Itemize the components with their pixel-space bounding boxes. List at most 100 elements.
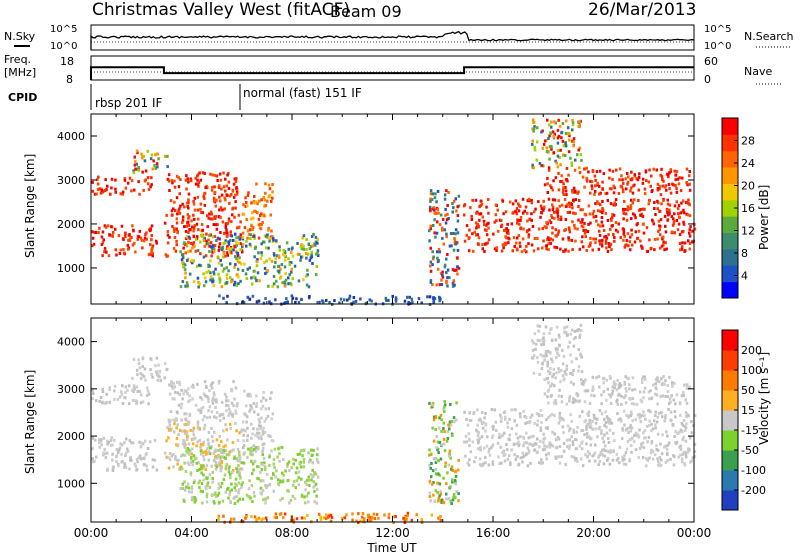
echo-cell xyxy=(216,255,220,259)
echo-cell xyxy=(271,183,274,186)
echo-cell xyxy=(136,237,139,241)
echo-cell xyxy=(556,437,559,441)
echo-cell xyxy=(666,390,670,394)
echo-cell xyxy=(251,453,254,457)
echo-cell xyxy=(438,426,441,430)
echo-cell xyxy=(557,217,560,221)
echo-cell xyxy=(515,207,519,211)
echo-cell xyxy=(539,439,542,443)
echo-cell xyxy=(206,481,210,485)
echo-cell xyxy=(169,452,172,455)
echo-cell xyxy=(210,254,213,258)
echo-cell xyxy=(128,439,131,443)
echo-cell xyxy=(274,475,277,479)
echo-cell xyxy=(504,417,507,421)
echo-cell xyxy=(300,247,304,251)
echo-cell xyxy=(307,451,310,455)
echo-cell xyxy=(682,419,686,422)
echo-cell xyxy=(287,257,290,261)
echo-cell xyxy=(191,463,195,467)
echo-cell xyxy=(653,201,656,204)
echo-cell xyxy=(679,211,683,215)
echo-cell xyxy=(126,181,130,185)
echo-cell xyxy=(680,394,684,398)
echo-cell xyxy=(650,396,654,400)
echo-cell xyxy=(143,439,147,443)
echo-cell xyxy=(598,229,601,233)
echo-cell xyxy=(155,356,159,360)
echo-cell xyxy=(576,153,579,157)
echo-cell xyxy=(168,189,171,192)
echo-cell xyxy=(484,242,487,246)
echo-cell xyxy=(203,244,206,248)
echo-cell xyxy=(272,462,275,466)
echo-cell xyxy=(688,170,691,173)
echo-cell xyxy=(315,501,318,505)
echo-cell xyxy=(295,297,298,301)
echo-cell xyxy=(154,364,157,368)
echo-cell xyxy=(571,139,574,143)
echo-cell xyxy=(201,501,204,505)
echo-cell xyxy=(113,389,116,393)
echo-cell xyxy=(429,452,433,456)
echo-cell xyxy=(241,481,244,485)
echo-cell xyxy=(577,124,580,128)
echo-cell xyxy=(233,486,236,490)
echo-cell xyxy=(502,246,505,250)
echo-cell xyxy=(541,448,545,452)
echo-cell xyxy=(583,167,586,171)
echo-cell xyxy=(221,269,225,273)
echo-cell xyxy=(509,461,512,465)
echo-cell xyxy=(548,208,551,212)
echo-cell xyxy=(640,381,644,384)
echo-cell xyxy=(313,500,316,504)
echo-cell xyxy=(553,414,556,417)
echo-cell xyxy=(658,228,661,232)
echo-cell xyxy=(443,400,446,403)
echo-cell xyxy=(264,468,267,472)
echo-cell xyxy=(268,300,271,304)
echo-cell xyxy=(240,429,243,433)
echo-cell xyxy=(546,369,550,373)
echo-cell xyxy=(124,391,127,395)
echo-cell xyxy=(429,499,432,503)
echo-cell xyxy=(267,246,270,250)
echo-cell xyxy=(469,206,472,210)
echo-cell xyxy=(476,223,480,227)
echo-cell xyxy=(639,420,642,424)
echo-cell xyxy=(94,455,98,459)
echo-cell xyxy=(210,386,214,390)
echo-cell xyxy=(221,455,224,459)
echo-cell xyxy=(131,224,134,228)
echo-cell xyxy=(546,376,549,380)
echo-cell xyxy=(628,207,632,211)
echo-cell xyxy=(572,140,576,144)
echo-cell xyxy=(531,444,535,448)
echo-cell xyxy=(623,382,626,386)
echo-cell xyxy=(128,467,131,471)
echo-cell xyxy=(273,253,276,257)
echo-cell xyxy=(224,282,227,286)
echo-cell xyxy=(230,517,233,521)
echo-cell xyxy=(527,451,530,455)
echo-cell xyxy=(586,422,589,426)
echo-cell xyxy=(503,415,507,419)
echo-cell xyxy=(492,427,495,431)
echo-cell xyxy=(661,433,664,437)
echo-cell xyxy=(123,465,126,469)
echo-cell xyxy=(599,203,602,207)
echo-cell xyxy=(184,229,188,233)
echo-cell xyxy=(283,253,287,257)
echo-cell xyxy=(187,192,191,196)
echo-cell xyxy=(228,453,231,457)
echo-cell xyxy=(621,427,624,431)
echo-cell xyxy=(295,479,299,483)
echo-cell xyxy=(111,443,114,447)
freq-tick-top: 18 xyxy=(60,55,74,68)
echo-cell xyxy=(438,482,441,486)
echo-cell xyxy=(207,450,211,454)
echo-cell xyxy=(277,254,281,258)
echo-cell xyxy=(653,414,657,417)
echo-cell xyxy=(581,235,584,239)
echo-cell xyxy=(443,405,446,409)
